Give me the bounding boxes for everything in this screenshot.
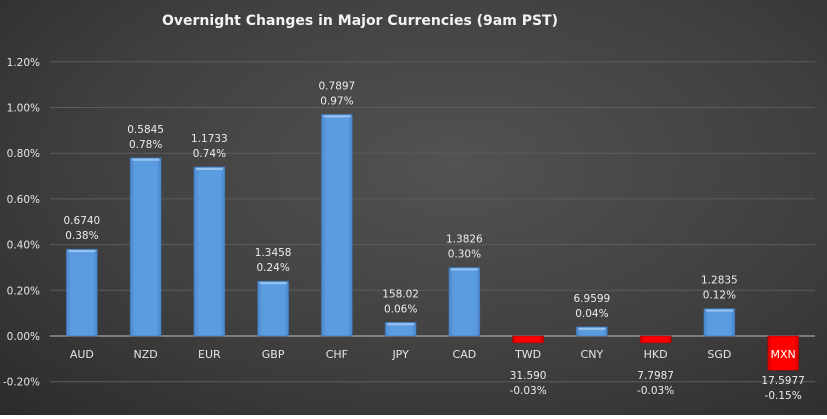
bar-cny — [576, 326, 608, 337]
bar-sgd — [703, 308, 736, 337]
y-tick-label: 0.40% — [7, 240, 40, 252]
bar-highlight — [705, 309, 733, 312]
bar-twd — [512, 335, 544, 344]
percent-label: 0.30% — [448, 248, 481, 260]
bar-highlight — [323, 115, 351, 118]
bar-highlight — [387, 323, 415, 326]
y-tick-label: 0.20% — [7, 285, 40, 297]
category-label: CNY — [581, 348, 604, 361]
rate-label: 1.3458 — [255, 247, 292, 259]
bar-eur — [193, 166, 226, 337]
category-label: GBP — [262, 348, 285, 361]
rate-label: 7.7987 — [637, 370, 674, 382]
rate-label: 158.02 — [382, 288, 419, 300]
category-label: HKD — [644, 348, 668, 361]
category-label: MXN — [770, 348, 795, 361]
bar-highlight — [132, 158, 160, 161]
category-label: CHF — [326, 348, 348, 361]
category-label: CAD — [453, 348, 477, 361]
rate-label: 0.6740 — [64, 215, 101, 227]
rate-label: 31.590 — [510, 370, 547, 382]
y-tick-label: 0.00% — [7, 331, 40, 343]
percent-label: 0.06% — [384, 303, 417, 315]
y-tick-label: 0.60% — [7, 194, 40, 206]
bar-hkd — [639, 335, 672, 344]
rate-label: 1.3826 — [446, 233, 483, 245]
bar-cad — [448, 267, 481, 337]
bar-nzd — [129, 157, 162, 337]
category-label: NZD — [134, 348, 158, 361]
bar-jpy — [384, 322, 417, 337]
rate-label: 1.2835 — [701, 275, 738, 287]
y-tick-label: -0.20% — [3, 377, 40, 389]
category-label: AUD — [70, 348, 94, 361]
bar-highlight — [195, 167, 223, 170]
category-label: EUR — [198, 348, 221, 361]
percent-label: 0.74% — [193, 148, 226, 160]
percent-label: 0.97% — [320, 95, 353, 107]
percent-label: 0.12% — [703, 290, 736, 302]
rate-label: 0.7897 — [319, 80, 356, 92]
percent-label: 0.38% — [65, 230, 98, 242]
percent-label: -0.15% — [765, 390, 802, 402]
percent-label: -0.03% — [637, 385, 674, 397]
rate-label: 0.5845 — [127, 124, 164, 136]
bar-highlight — [259, 282, 287, 285]
bar-highlight — [578, 327, 606, 330]
y-tick-label: 1.20% — [7, 57, 40, 69]
percent-label: 0.24% — [256, 262, 289, 274]
percent-label: 0.04% — [575, 308, 608, 320]
bar-aud — [66, 248, 98, 337]
percent-label: -0.03% — [510, 385, 547, 397]
category-label: TWD — [514, 348, 541, 361]
bar-highlight — [68, 250, 96, 253]
bar-gbp — [257, 280, 289, 337]
rate-label: 17.5977 — [761, 375, 804, 387]
bar-chf — [321, 114, 353, 337]
bar-mxn — [767, 335, 799, 371]
y-tick-label: 0.80% — [7, 148, 40, 160]
category-label: SGD — [707, 348, 731, 361]
rate-label: 1.1733 — [191, 133, 228, 145]
chart-title: Overnight Changes in Major Currencies (9… — [162, 13, 558, 29]
category-label: JPY — [391, 348, 409, 361]
bar-highlight — [450, 268, 478, 271]
percent-label: 0.78% — [129, 139, 162, 151]
rate-label: 6.9599 — [574, 293, 611, 305]
y-tick-label: 1.00% — [7, 103, 40, 115]
